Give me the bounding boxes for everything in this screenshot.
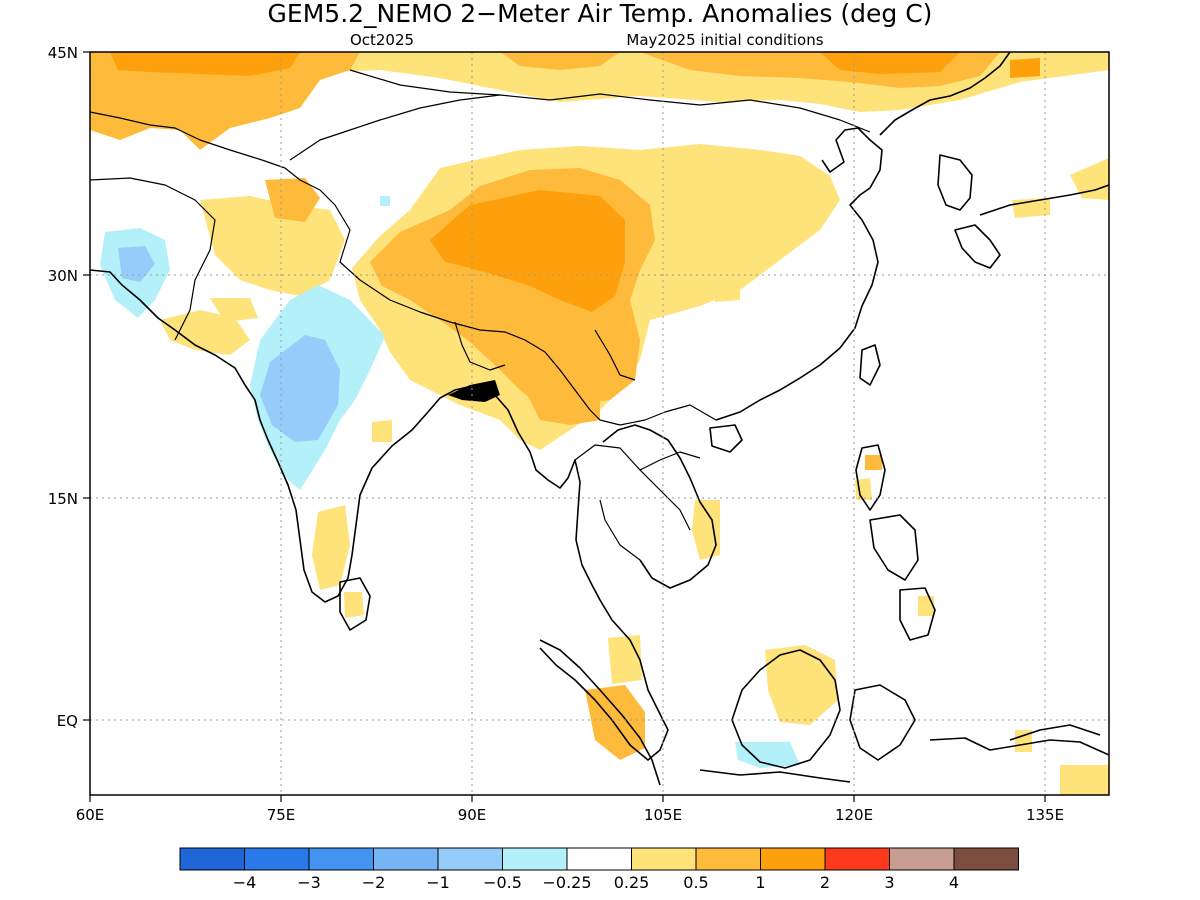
colorbar-swatch xyxy=(760,847,826,871)
colorbar-label: 0.25 xyxy=(614,873,650,892)
colorbar: −4 −3 −2 −1 −0.5 −0.25 0.25 0.5 1 2 3 4 xyxy=(179,847,1019,892)
colorbar-swatch xyxy=(308,847,374,871)
colorbar-swatch xyxy=(953,847,1019,871)
y-tick-label: EQ xyxy=(57,712,78,730)
country-borders xyxy=(90,69,871,561)
colorbar-label: −0.5 xyxy=(483,873,522,892)
colorbar-label: −2 xyxy=(362,873,386,892)
y-axis-labels: 45N 30N 15N EQ xyxy=(48,44,78,730)
x-tick-label: 75E xyxy=(267,806,296,824)
colorbar-swatch xyxy=(373,847,439,871)
y-tick-label: 30N xyxy=(48,267,78,285)
anomaly-negative-0.5-1-regions xyxy=(118,246,340,442)
coastlines xyxy=(90,52,1109,786)
x-tick-label: 60E xyxy=(76,806,105,824)
colorbar-swatch xyxy=(631,847,697,871)
colorbar-swatch xyxy=(502,847,568,871)
x-tick-label: 135E xyxy=(1026,806,1064,824)
colorbar-swatch xyxy=(824,847,890,871)
y-tick-label: 45N xyxy=(48,44,78,62)
x-axis-labels: 60E 75E 90E 105E 120E 135E xyxy=(76,806,1064,824)
initial-conditions-label: May2025 initial conditions xyxy=(626,31,823,49)
x-tick-label: 120E xyxy=(835,806,873,824)
map-plot-area xyxy=(90,52,1109,795)
colorbar-swatch xyxy=(179,847,245,871)
colorbar-label: 0.5 xyxy=(683,873,708,892)
colorbar-swatch xyxy=(566,847,632,871)
colorbar-swatch xyxy=(889,847,955,871)
colorbar-swatch xyxy=(695,847,761,871)
figure-title: GEM5.2_NEMO 2−Meter Air Temp. Anomalies … xyxy=(268,0,933,28)
colorbar-swatch xyxy=(437,847,503,871)
y-tick-label: 15N xyxy=(48,490,78,508)
anomaly-1-2-regions xyxy=(110,52,1040,312)
graticule xyxy=(90,52,1109,795)
colorbar-label: −0.25 xyxy=(542,873,591,892)
bangladesh-region xyxy=(448,380,500,402)
colorbar-swatch xyxy=(244,847,310,871)
colorbar-label: −3 xyxy=(297,873,321,892)
colorbar-label: −4 xyxy=(233,873,257,892)
x-tick-label: 105E xyxy=(644,806,682,824)
map-frame xyxy=(89,51,1110,796)
axis-ticks xyxy=(83,51,1046,802)
colorbar-label: 3 xyxy=(884,873,894,892)
valid-month-label: Oct2025 xyxy=(350,31,414,49)
x-tick-label: 90E xyxy=(458,806,487,824)
colorbar-label: 1 xyxy=(755,873,765,892)
colorbar-label: 2 xyxy=(820,873,830,892)
colorbar-label: 4 xyxy=(949,873,959,892)
colorbar-label: −1 xyxy=(426,873,450,892)
